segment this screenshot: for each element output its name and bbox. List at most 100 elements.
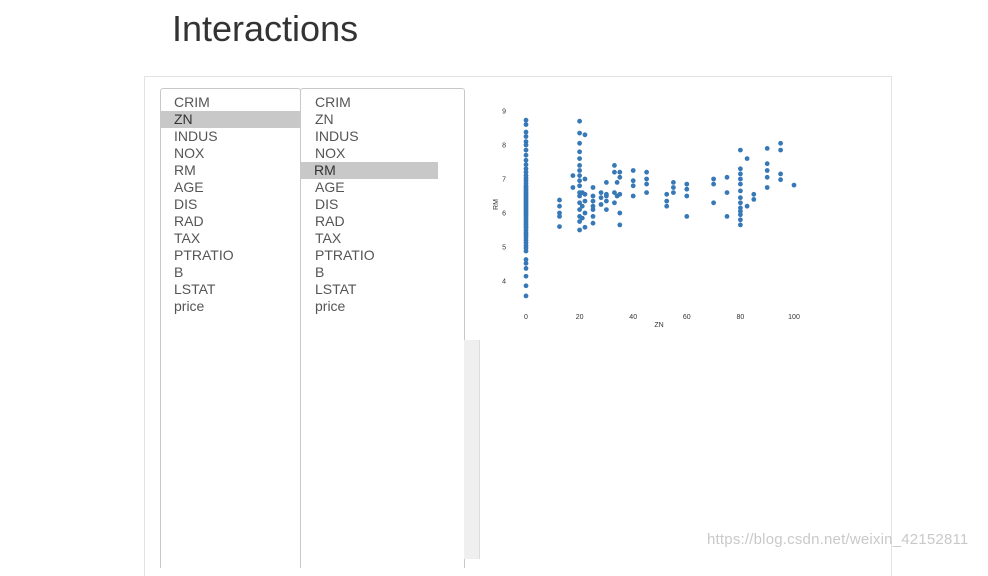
scatter-point [577, 156, 582, 161]
scatter-point [582, 210, 588, 216]
scatter-point [724, 214, 730, 219]
x-select-option[interactable]: AGE [174, 179, 204, 195]
scatter-point [577, 219, 582, 224]
scatter-point [630, 178, 636, 184]
scatter-point [577, 193, 582, 199]
y-select-option[interactable]: DIS [315, 196, 339, 212]
scatter-point [604, 198, 609, 204]
x-select-option[interactable]: B [174, 264, 184, 280]
scatter-point [590, 220, 596, 226]
scatter-point [523, 257, 529, 262]
x-tick-label: 80 [737, 314, 745, 321]
y-tick-label: 8 [502, 143, 506, 150]
scatter-point [612, 190, 617, 195]
scatter-point [577, 173, 582, 178]
y-select-option[interactable]: INDUS [315, 128, 359, 144]
x-tick-label: 20 [576, 314, 584, 321]
scatter-point [598, 195, 604, 201]
y-variable-select[interactable]: CRIM ZN INDUS NOX RM AGE DIS RAD TAX PTRATIO B LSTA… [300, 88, 465, 568]
scatter-point [523, 117, 529, 123]
scatter-point [617, 191, 623, 197]
x-select-option[interactable]: PTRATIO [174, 247, 234, 263]
x-variable-select[interactable]: CRIM ZN INDUS NOX RM AGE DIS RAD TAX PTRATIO B LSTA… [160, 88, 301, 568]
scatter-point [582, 132, 588, 138]
y-select-option[interactable]: TAX [315, 230, 342, 246]
scatter-point [684, 181, 690, 187]
scatter-point [577, 149, 582, 155]
scatter-point [644, 169, 649, 175]
scatter-point [684, 214, 690, 219]
scatter-point [523, 129, 529, 135]
scatter-point [630, 193, 636, 199]
scatter-point [664, 191, 670, 197]
x-tick-label: 0 [524, 314, 528, 321]
scatter-point [590, 207, 596, 212]
scatter-point [570, 173, 576, 178]
x-tick-label: 100 [788, 314, 800, 321]
scatter-point [738, 181, 743, 187]
scatter-point [523, 139, 529, 144]
x-select-option[interactable]: RAD [174, 213, 204, 229]
x-select-option[interactable]: INDUS [174, 128, 218, 144]
scatter-point [751, 191, 757, 197]
scatter-point [577, 163, 582, 168]
y-select-option[interactable]: RM [301, 162, 438, 179]
scatter-point [582, 224, 588, 230]
scatter-point [523, 293, 529, 299]
scatter-point [582, 191, 588, 197]
scatter-point [579, 215, 585, 221]
x-select-option[interactable]: DIS [174, 196, 198, 212]
scatter-point [604, 207, 609, 212]
x-select-option[interactable]: CRIM [174, 94, 210, 110]
scatter-point [523, 266, 529, 271]
y-select-option[interactable]: LSTAT [315, 281, 357, 297]
y-select-option[interactable]: AGE [315, 179, 345, 195]
y-select-option[interactable]: price [315, 298, 346, 314]
scatter-point [644, 176, 649, 182]
x-axis-label: ZN [654, 322, 663, 329]
scatter-point [557, 210, 562, 216]
scatter-point [523, 147, 529, 153]
scatter-point [764, 185, 770, 190]
scatter-point [523, 157, 529, 163]
y-select-option[interactable]: PTRATIO [315, 247, 375, 263]
scatter-point [557, 214, 562, 219]
x-select-option[interactable]: LSTAT [174, 281, 216, 297]
scatter-point [523, 273, 529, 279]
scatter-point [523, 162, 529, 168]
scatter-point [523, 166, 529, 172]
scatter-point [738, 217, 743, 223]
scatter-point [523, 169, 529, 175]
scatter-point [778, 171, 783, 177]
scatter-point [557, 203, 562, 209]
x-select-option[interactable]: price [174, 298, 205, 314]
y-select-option[interactable]: NOX [315, 145, 346, 161]
scatter-point [598, 190, 604, 195]
x-select-option[interactable]: RM [174, 162, 196, 178]
x-select-option[interactable]: TAX [174, 230, 201, 246]
y-axis-label: RM [493, 199, 500, 210]
scatter-point [738, 205, 743, 211]
scatter-point [711, 200, 716, 206]
y-select-option[interactable]: RAD [315, 213, 345, 229]
scatter-point [778, 147, 783, 153]
y-select-option[interactable]: ZN [315, 111, 334, 127]
x-select-option[interactable]: ZN [161, 111, 300, 128]
scatter-point [590, 203, 596, 209]
scatter-point [738, 195, 743, 201]
scatter-point [577, 207, 582, 212]
scatter-plot-area: 0 20 40 60 80 100 4 5 6 7 8 9 ZN RM [465, 89, 890, 340]
scatter-point [612, 200, 617, 206]
scatter-point [664, 198, 670, 204]
x-tick-label: 60 [683, 314, 691, 321]
scatter-point [630, 183, 636, 189]
scatter-point [751, 197, 757, 202]
scatter-point [684, 186, 690, 192]
scatter-point [764, 174, 770, 180]
scatter-point [570, 185, 576, 190]
scatter-point [523, 173, 529, 178]
x-tick-label: 40 [629, 314, 637, 321]
x-select-option[interactable]: NOX [174, 145, 205, 161]
y-select-option[interactable]: B [315, 264, 325, 280]
y-select-option[interactable]: CRIM [315, 94, 351, 110]
